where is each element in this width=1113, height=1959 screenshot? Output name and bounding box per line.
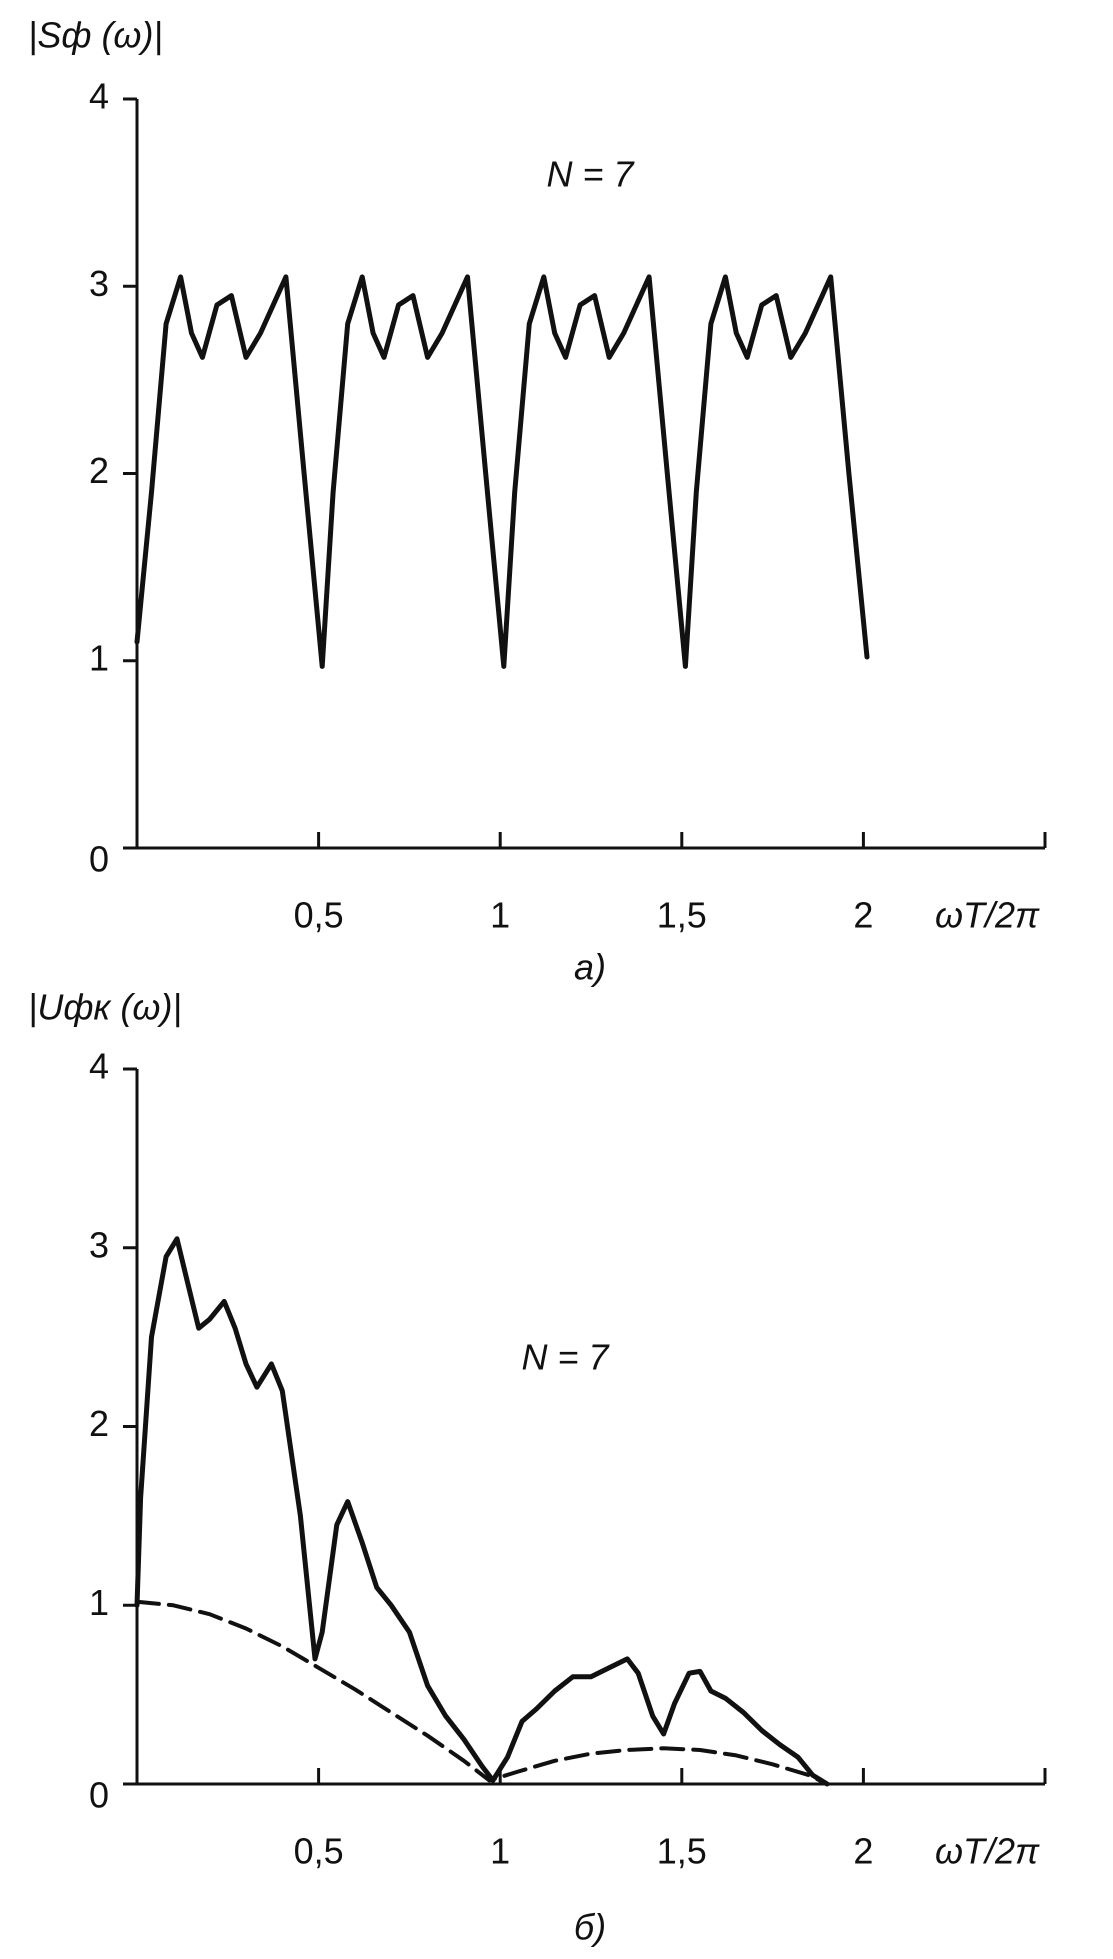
x-tick-label: 2	[853, 895, 873, 936]
y-tick-label: 0	[89, 839, 109, 880]
x-tick-label: 1,5	[657, 1831, 707, 1872]
data-line	[135, 1599, 830, 1786]
y-tick-label: 2	[89, 450, 109, 491]
data-line	[134, 274, 870, 669]
y-tick-label: 1	[89, 1582, 109, 1623]
caption: б)	[574, 1907, 606, 1948]
annotation: N = 7	[546, 154, 635, 195]
y-axis-label: |Uфк (ω)|	[28, 987, 182, 1028]
y-tick-label: 2	[89, 1403, 109, 1444]
caption: а)	[574, 947, 606, 988]
y-tick-label: 3	[89, 263, 109, 304]
y-axis-label: |Sф (ω)|	[28, 15, 163, 56]
x-tick-label: 2	[853, 1831, 873, 1872]
x-tick-label: 0,5	[294, 1831, 344, 1872]
y-tick-label: 3	[89, 1224, 109, 1265]
x-axis-label: ωT/2π	[935, 895, 1040, 936]
y-tick-label: 0	[89, 1775, 109, 1816]
y-tick-label: 1	[89, 637, 109, 678]
y-tick-label: 4	[89, 1046, 109, 1087]
y-tick-label: 4	[89, 76, 109, 117]
x-tick-label: 1	[490, 1831, 510, 1872]
x-tick-label: 1,5	[657, 895, 707, 936]
x-tick-label: 1	[490, 895, 510, 936]
x-axis-label: ωT/2π	[935, 1831, 1040, 1872]
x-tick-label: 0,5	[294, 895, 344, 936]
annotation: N = 7	[521, 1337, 610, 1378]
data-line	[134, 1236, 830, 1787]
